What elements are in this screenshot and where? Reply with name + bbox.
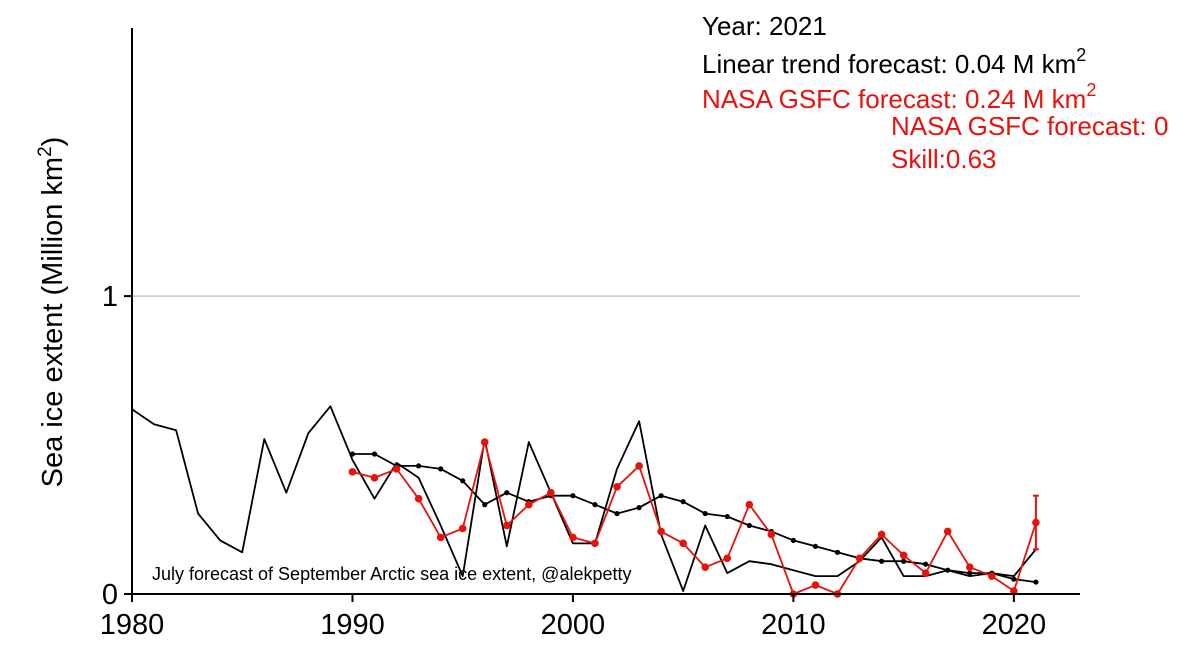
x-tick-label: 2020 <box>982 609 1047 641</box>
point-linear_trend <box>504 490 510 496</box>
y-tick-label: 0 <box>102 579 118 611</box>
annotation-nasa-forecast: NASA GSFC forecast: 0.24 M km2 <box>702 80 1096 114</box>
point-linear_trend <box>460 478 466 484</box>
point-linear_trend <box>482 502 488 508</box>
point-linear_trend <box>834 549 841 555</box>
axes-layer <box>131 28 1080 595</box>
chart-credit: July forecast of September Arctic sea ic… <box>152 564 632 584</box>
point-nasa <box>965 563 974 571</box>
point-nasa <box>723 554 732 563</box>
series-observed <box>131 405 1037 592</box>
point-linear_trend <box>901 558 907 564</box>
point-linear_trend <box>790 537 796 543</box>
point-nasa <box>657 527 665 536</box>
point-nasa <box>767 530 776 539</box>
point-nasa <box>943 527 952 536</box>
point-nasa <box>458 524 467 533</box>
point-linear_trend <box>416 463 422 469</box>
point-linear_trend <box>438 466 444 472</box>
point-linear_trend <box>570 493 576 499</box>
point-nasa <box>988 572 996 580</box>
point-nasa <box>370 474 379 482</box>
point-nasa <box>392 465 401 473</box>
point-linear_trend <box>680 499 686 505</box>
point-linear_trend <box>1011 576 1017 582</box>
point-nasa <box>591 539 599 548</box>
series-layer <box>131 405 1040 598</box>
series-line-observed <box>131 405 1037 592</box>
point-nasa <box>348 468 357 476</box>
point-nasa <box>480 438 489 446</box>
point-linear_trend <box>724 513 730 520</box>
point-nasa <box>436 533 445 542</box>
point-linear_trend <box>1033 579 1039 585</box>
point-nasa <box>525 500 533 509</box>
x-tick-label: 2000 <box>541 609 606 641</box>
annotation-year: Year: 2021 <box>702 11 827 41</box>
y-axis-title: Sea ice extent (Million km2) <box>35 137 69 488</box>
point-linear_trend <box>371 451 378 457</box>
point-linear_trend <box>812 543 819 549</box>
point-linear_trend <box>945 567 951 573</box>
annotations: Year: 2021 Linear trend forecast: 0.04 M… <box>702 11 1168 174</box>
point-nasa <box>414 494 423 503</box>
annotation-skill: Skill:0.63 <box>891 144 997 174</box>
point-linear_trend <box>658 493 664 499</box>
point-nasa <box>701 563 710 571</box>
point-linear_trend <box>592 502 598 508</box>
point-nasa <box>635 462 643 470</box>
series-nasa <box>348 438 1040 598</box>
annotation-linear-trend: Linear trend forecast: 0.04 M km2 <box>702 45 1086 79</box>
x-tick-label: 1980 <box>100 609 165 641</box>
point-linear_trend <box>614 510 620 517</box>
ticks-layer: 1980 1990 2000 2010 2020 0 1 <box>100 281 1046 641</box>
y-axis-title-group: Sea ice extent (Million km2) <box>35 137 69 488</box>
point-nasa <box>613 482 621 491</box>
point-linear_trend <box>878 558 885 564</box>
x-tick-label: 2010 <box>761 609 826 641</box>
point-nasa <box>921 569 930 577</box>
point-linear_trend <box>636 505 642 511</box>
point-nasa <box>679 539 687 548</box>
point-linear_trend <box>923 561 929 567</box>
point-nasa <box>547 488 555 497</box>
point-nasa <box>899 551 908 560</box>
point-linear_trend <box>967 570 973 576</box>
series-linear_trend <box>349 451 1039 585</box>
point-nasa <box>855 554 864 563</box>
point-nasa <box>745 500 754 509</box>
series-line-linear_trend <box>352 453 1037 583</box>
y-tick-label: 1 <box>102 281 118 313</box>
series-line-nasa <box>352 441 1037 595</box>
point-nasa <box>877 530 886 539</box>
annotation-nasa-forecast-overflow: NASA GSFC forecast: 0 <box>891 111 1168 141</box>
point-nasa <box>811 581 820 589</box>
point-linear_trend <box>746 522 752 529</box>
point-nasa <box>569 533 577 542</box>
point-nasa <box>1010 587 1018 595</box>
x-tick-label: 1990 <box>320 609 385 641</box>
point-linear_trend <box>349 451 356 457</box>
point-nasa <box>502 521 511 530</box>
point-linear_trend <box>702 510 708 517</box>
